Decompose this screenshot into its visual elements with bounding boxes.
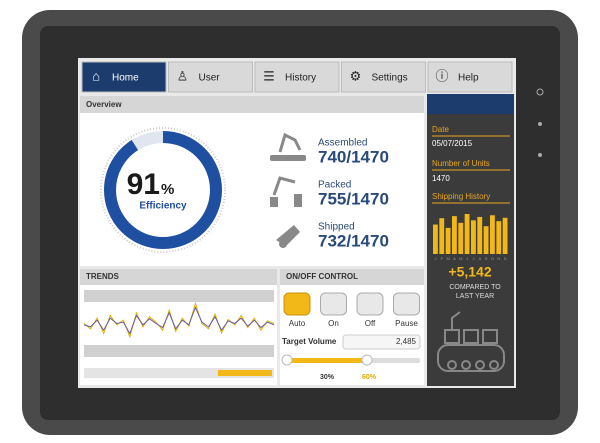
shipping-bar: [471, 220, 476, 254]
stat-label: Packed: [318, 180, 351, 191]
nav-label: History: [285, 73, 316, 84]
nav-button[interactable]: [427, 61, 513, 93]
nav-button[interactable]: [341, 61, 426, 93]
month-label: D: [504, 256, 507, 261]
month-label: A: [453, 256, 456, 261]
nav-label: Help: [458, 73, 479, 84]
control-panel: [280, 269, 424, 385]
slider-fill: [284, 358, 367, 363]
month-label: A: [478, 256, 481, 261]
conveyor-icon: [437, 311, 505, 372]
slider-knob[interactable]: [361, 354, 373, 366]
shipping-bar: [483, 226, 489, 254]
month-label: S: [485, 256, 488, 261]
band: [84, 345, 274, 357]
efficiency-label: Efficiency: [139, 201, 187, 212]
nav-label: Settings: [372, 73, 408, 84]
nav-icon: ☰: [263, 68, 275, 83]
scrollbar: [84, 368, 274, 378]
date-label: Date: [432, 125, 449, 134]
control-button[interactable]: [393, 292, 420, 316]
control-button[interactable]: [283, 292, 311, 316]
overview-title: Overview: [86, 100, 122, 109]
month-label: N: [497, 256, 500, 261]
stat-value: 740/1470: [318, 147, 389, 166]
change-note: COMPARED TO LAST YEAR: [449, 284, 501, 300]
target-value: 2,485: [396, 337, 417, 346]
control-title: ON/OFF CONTROL: [286, 272, 358, 281]
stat-icons: [270, 132, 306, 248]
change-note-box: COMPARED TO LAST YEAR: [449, 284, 501, 300]
control-label: Off: [365, 319, 376, 328]
shipping-bar: [439, 218, 445, 254]
stat-label: Assembled: [318, 138, 367, 149]
shipping-title: Shipping History: [432, 192, 490, 201]
network-led: [538, 153, 542, 157]
slider-label: 60%: [362, 374, 377, 381]
month-label: J: [472, 256, 474, 261]
month-label: J: [466, 256, 468, 261]
nav-icon: ♙: [177, 68, 189, 83]
shipping-bar: [490, 215, 495, 254]
trends-title: TRENDS: [86, 272, 120, 281]
change-value: +5,142: [448, 264, 491, 280]
nav-label: User: [199, 73, 221, 84]
nav-button[interactable]: [168, 61, 253, 93]
month-label: M: [446, 256, 449, 261]
efficiency-value: 91: [127, 168, 160, 201]
shipping-bar: [433, 224, 438, 254]
target-label: Target Volume: [282, 337, 337, 346]
units-value: 1470: [432, 174, 450, 183]
month-label: M: [459, 256, 462, 261]
gauge-arc: [104, 131, 222, 249]
nav-icon: ⚙: [350, 68, 362, 83]
control-label: On: [328, 319, 339, 328]
band: [84, 290, 274, 302]
scroll-thumb[interactable]: [218, 370, 272, 376]
slider-knob[interactable]: [281, 354, 293, 366]
nav-icon: ⓘ: [435, 68, 448, 83]
shipping-bar: [452, 216, 457, 254]
overview-header: [80, 96, 424, 113]
control-header: [280, 269, 424, 285]
status-led: [538, 122, 542, 126]
units-label: Number of Units: [432, 159, 490, 168]
month-label: F: [441, 256, 444, 261]
nav-button[interactable]: [254, 61, 340, 93]
gauge-ticks: [100, 127, 226, 253]
nav-label: Home: [112, 73, 139, 84]
shipping-bar: [496, 221, 502, 254]
date-value: 05/07/2015: [432, 139, 473, 148]
control-button[interactable]: [356, 292, 384, 316]
control-button[interactable]: [320, 292, 347, 316]
nav-icon: ⌂: [92, 68, 100, 83]
stat-value: 732/1470: [318, 231, 389, 250]
target-box[interactable]: [342, 334, 421, 350]
shipping-bar: [477, 216, 483, 254]
slider-label: 30%: [320, 374, 335, 381]
shipping-bar: [464, 214, 470, 254]
month-label: O: [491, 256, 494, 261]
shipping-bar: [458, 222, 464, 254]
stat-value: 755/1470: [318, 189, 389, 208]
nav-button[interactable]: [81, 61, 167, 93]
gauge-face: [117, 144, 209, 236]
control-label: Auto: [289, 319, 306, 328]
efficiency-unit: %: [161, 181, 174, 198]
sidebar-band: [427, 94, 514, 114]
stat-label: Shipped: [318, 222, 355, 233]
month-label: J: [434, 256, 436, 261]
shipping-bar: [502, 217, 508, 254]
trend-line: [83, 306, 275, 335]
shipping-bar: [445, 227, 451, 254]
trends-header: [80, 269, 277, 285]
power-led: [536, 88, 544, 96]
control-label: Pause: [395, 319, 418, 328]
